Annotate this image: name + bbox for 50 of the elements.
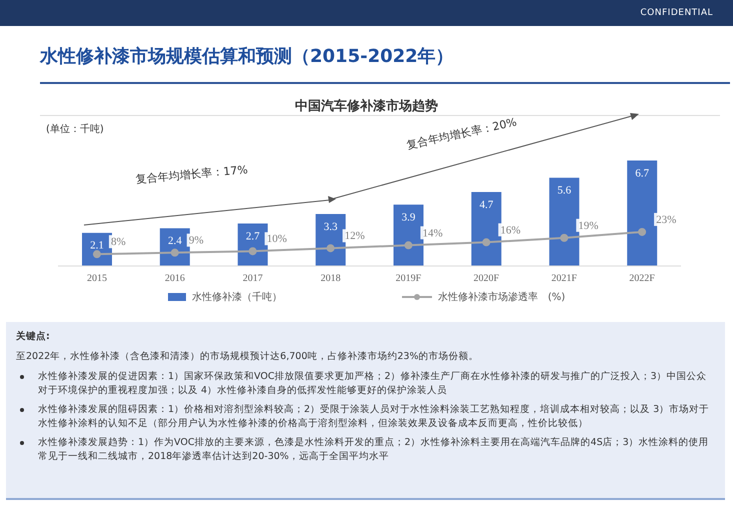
point <box>404 241 412 250</box>
x-tick-label: 2015 <box>86 273 107 284</box>
point <box>92 250 101 258</box>
x-tick-label: 2022F <box>629 273 656 284</box>
point <box>248 247 257 256</box>
legend-label: 水性修补漆（千吨） <box>192 290 282 304</box>
legend-label: 水性修补漆市场渗透率 (%) <box>438 290 566 304</box>
data-label: 12% <box>344 230 365 242</box>
data-label: 10% <box>266 233 287 246</box>
text: 水性修补漆发展的促进因素：1）国家环保政策和VOC排放限值要求更加严格；2）修补漆生产厂商在水性修补漆的研发与推广的广泛投入；3）中国公众对于环境保护的重视程度加强；以及 4）水性修补漆自身的低挥发性能够更好的保护涂装人员 <box>38 370 708 398</box>
bar <box>394 204 424 266</box>
data-label: 2.7 <box>246 230 260 242</box>
point <box>482 238 490 246</box>
data-label: 14% <box>422 227 443 240</box>
x-tick-label: 2019F <box>396 273 422 284</box>
point <box>560 234 568 242</box>
data-label: 3.3 <box>324 220 338 233</box>
point <box>638 228 646 236</box>
data-label: 2.1 <box>90 240 104 252</box>
data-label: 16% <box>500 224 520 236</box>
x-tick-label: 2020F <box>474 273 500 284</box>
data-label: 4.7 <box>480 198 494 211</box>
bar <box>549 178 580 266</box>
data-label: 2.4 <box>168 235 182 248</box>
point <box>170 248 179 257</box>
chart-subtitle: 中国汽车修补漆市场趋势 <box>294 98 439 115</box>
data-label: 6.7 <box>635 167 650 180</box>
bar <box>316 214 346 266</box>
y-axis-title: (单位：千吨) <box>46 122 104 136</box>
bar <box>471 192 502 266</box>
data-label: 23% <box>656 214 676 226</box>
x-tick-label: 2021F <box>551 273 578 284</box>
text: 关键点: <box>16 330 51 344</box>
chart-title: 水性修补漆市场规模估算和预测（2015-2022年） <box>40 45 454 68</box>
data-label: 19% <box>578 220 598 232</box>
x-tick-label: 2017 <box>242 273 263 284</box>
text: 至2022年，水性修补漆（含色漆和清漆）的市场规模预计达6,700吨，占修补漆市场约23%的市场份额。 <box>16 350 480 364</box>
annotation: 复合年均增长率：17% <box>135 162 248 187</box>
data-label: 8% <box>110 236 126 248</box>
text: 水性修补漆发展趋势：1）作为VOC排放的主要来源，色漆是水性涂料开发的重点；2）水性修补涂料主要用在高端汽车品牌的4S店；3）水性涂料的使用常见于一线和二线城市，2018年渗透率估计达到20-30%，远高于全国平均水平 <box>38 436 710 464</box>
text: 水性修补漆发展的阻碍因素：1）价格相对溶剂型涂料较高；2）受限于涂装人员对于水性涂料涂装工艺熟知程度，培训成本相对较高；以及 3）市场对于水性修补涂料的认知不足（部分用户认为水性修补漆的价格高于溶剂型涂料，但涂装效果及设备成本反而更高，性价比较低） <box>38 403 710 431</box>
bar <box>627 160 658 266</box>
point <box>326 244 335 252</box>
data-label: 5.6 <box>557 184 572 197</box>
data-label: 3.9 <box>402 211 416 224</box>
x-tick-label: 2016 <box>164 273 185 284</box>
text: 复合年均增长率：20% <box>405 114 518 153</box>
text: CONFIDENTIAL <box>640 8 713 18</box>
data-label: 9% <box>188 234 204 247</box>
x-tick-label: 2018 <box>320 273 341 284</box>
